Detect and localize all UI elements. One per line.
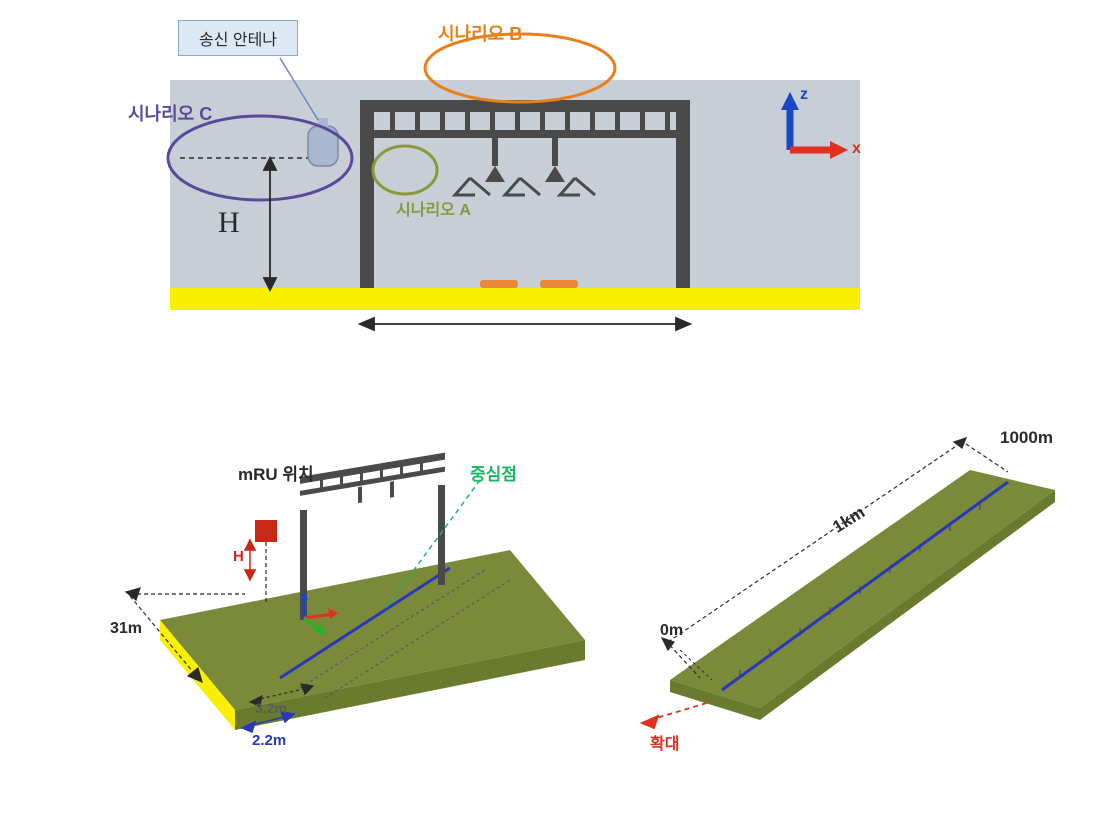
axis-x-label: x (852, 140, 861, 158)
height-label: H (218, 206, 240, 240)
dim-32m-label: 3.2m (255, 700, 287, 716)
width-arrow (360, 318, 690, 330)
axis-z-label: z (800, 86, 808, 104)
tx-antenna-label-box: 송신 안테나 (178, 20, 298, 56)
center-point-label: 중심점 (470, 460, 517, 485)
enlarge-label: 확대 (650, 730, 679, 754)
scenario-a-label: 시나리오 A (396, 196, 471, 220)
dim-22m-label: 2.2m (252, 732, 286, 749)
dim-31m-label: 31m (110, 620, 142, 638)
upper-diagram (0, 0, 1118, 380)
enlarge-arrow (642, 702, 710, 728)
ground-bar (170, 288, 860, 310)
dist-1000m-label: 1000m (1000, 428, 1053, 448)
ll-dim-H (245, 540, 255, 580)
scenario-b-label: 시나리오 B (438, 20, 522, 46)
lower-right-diagram (610, 420, 1090, 760)
lower-left-diagram (90, 420, 610, 760)
mru-box (255, 520, 277, 542)
scenario-c-label: 시나리오 C (128, 100, 212, 126)
dist-0m-label: 0m (660, 622, 683, 640)
mru-label: mRU 위치 (238, 460, 314, 485)
dim-H-small-label: H (233, 548, 244, 565)
tx-antenna-label: 송신 안테나 (199, 26, 277, 50)
